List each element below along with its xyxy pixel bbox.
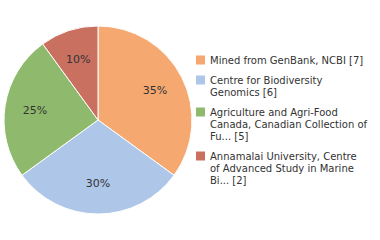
legend-label-line: Mined from GenBank, NCBI [7] <box>210 55 363 66</box>
legend-label-line: of Advanced Study in Marine <box>210 163 354 174</box>
pie-slice <box>4 44 98 175</box>
data-label: 30% <box>86 177 110 190</box>
pie: 35% 30% 25% 10% <box>4 26 192 214</box>
legend-label-line: Canada, Canadian Collection of <box>210 119 368 130</box>
legend-swatch <box>196 108 205 117</box>
legend-label: Annamalai University, Centreof Advanced … <box>210 151 357 186</box>
legend-label-line: Genomics [6] <box>210 87 277 98</box>
legend-swatch <box>196 152 205 161</box>
legend-label-line: Agriculture and Agri-Food <box>210 107 338 118</box>
legend-item: Agriculture and Agri-FoodCanada, Canadia… <box>196 107 368 142</box>
legend-label: Mined from GenBank, NCBI [7] <box>210 55 363 66</box>
legend-item: Mined from GenBank, NCBI [7] <box>196 55 363 66</box>
legend-item: Centre for BiodiversityGenomics [6] <box>196 75 323 98</box>
legend-label-line: Fu... [5] <box>210 131 249 142</box>
data-label: 35% <box>143 84 167 97</box>
data-label: 25% <box>23 104 47 117</box>
legend-swatch <box>196 76 205 85</box>
data-label: 10% <box>66 53 90 66</box>
chart: 35% 30% 25% 10% Mined from GenBank, NCBI [7]… <box>0 0 380 240</box>
pie-slice <box>43 26 98 120</box>
legend-label-line: Bi... [2] <box>210 175 247 186</box>
legend-label: Agriculture and Agri-FoodCanada, Canadia… <box>210 107 368 142</box>
legend-label-line: Annamalai University, Centre <box>210 151 357 162</box>
legend-item: Annamalai University, Centreof Advanced … <box>196 151 357 186</box>
legend-label-line: Centre for Biodiversity <box>210 75 323 86</box>
legend-swatch <box>196 56 205 65</box>
legend-label: Centre for BiodiversityGenomics [6] <box>210 75 323 98</box>
legend: Mined from GenBank, NCBI [7] Centre for B… <box>196 55 368 186</box>
